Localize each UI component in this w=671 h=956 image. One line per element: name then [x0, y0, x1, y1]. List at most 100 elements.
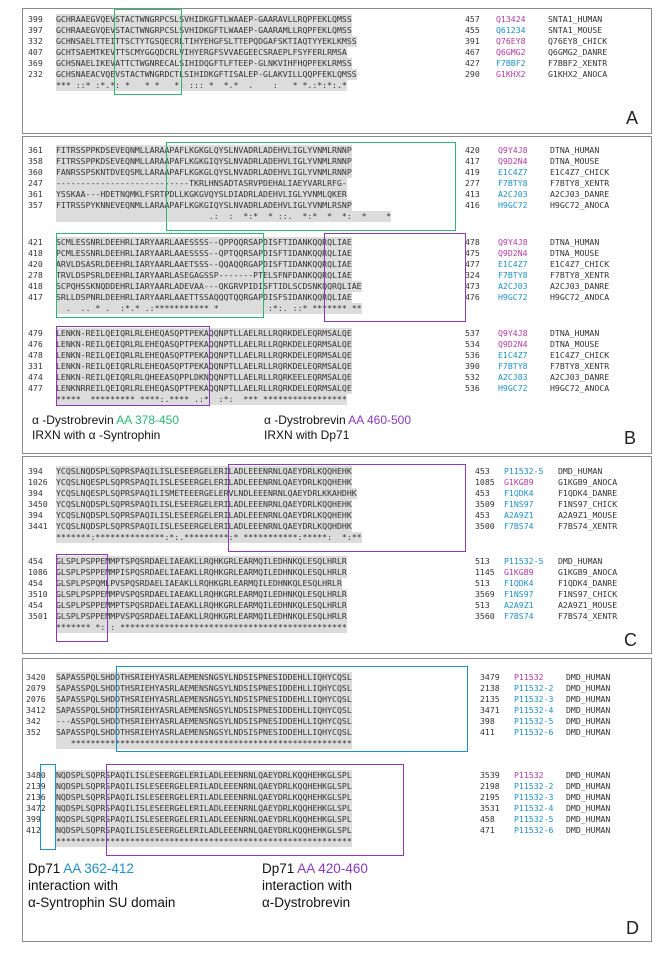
accession-link[interactable]: P11532-5 — [504, 556, 544, 566]
seq-residues: FITRSSPYKNNEVEQNMLLARAAPAFLKGKGIQYSLNVAD… — [56, 200, 352, 211]
seq-residues: GCHSNAEACVQEVSTACTWNGRDCTLSIHIDKGFTISALE… — [56, 69, 357, 80]
sequence-name: DTNA_MOUSE — [550, 339, 600, 349]
accession-link[interactable]: P11532-2 — [514, 781, 554, 791]
accession-link[interactable]: P11532-3 — [514, 694, 554, 704]
seq-residues: SAPASSPQLSHDDTHSRIEHYASRLAEMENSNGSYLNDSI… — [56, 672, 352, 683]
accession-link[interactable]: G1KGB9 — [504, 477, 534, 487]
accession-link[interactable]: Q9D2N4 — [498, 248, 528, 258]
accession-link[interactable]: P11532-3 — [514, 792, 554, 802]
accession-link[interactable]: P11532 — [514, 770, 544, 780]
seq-end: 1145 — [475, 567, 495, 577]
accession-link[interactable]: E1C4Z7 — [498, 350, 528, 360]
seq-residues: FITRSSPPKDSEVEQNMLLARAAPAFLKGKGLQYSLNVAD… — [56, 145, 352, 156]
seq-end: 3539 — [480, 770, 500, 780]
accession-link[interactable]: F7BTY8 — [498, 178, 528, 188]
seq-start: 417 — [28, 292, 43, 302]
seq-residues: LENKN-REILQEIQRLRLEHEQASQPTPEKAQQNPTLLAE… — [56, 328, 352, 339]
accession-link[interactable]: Q6GMG2 — [496, 47, 526, 57]
sequence-name: F7BTY8_XENTR — [550, 270, 610, 280]
sequence-name: DMD_HUMAN — [566, 825, 611, 835]
seq-start: 358 — [28, 156, 43, 166]
consensus-symbols: ****************************************… — [56, 738, 352, 749]
sequence-name: DMD_HUMAN — [566, 792, 611, 802]
accession-link[interactable]: P11532-4 — [514, 705, 554, 715]
accession-link[interactable]: A2A9Z1 — [504, 510, 534, 520]
seq-start: 412 — [26, 825, 41, 835]
panel-letter-d: D — [626, 918, 639, 938]
seq-end: 3479 — [480, 672, 500, 682]
accession-link[interactable]: G1KGB9 — [504, 567, 534, 577]
accession-link[interactable]: P11532-5 — [504, 466, 544, 476]
panel-letter-a: A — [626, 108, 639, 128]
accession-link[interactable]: P11532-5 — [514, 814, 554, 824]
accession-link[interactable]: A2CJ03 — [498, 281, 528, 291]
accession-link[interactable]: F1QDK4 — [504, 578, 534, 588]
consensus-symbols: *** ::* :*.*: * * * *: ::: * *.* . : * *… — [56, 80, 347, 91]
sequence-name: DMD_HUMAN — [566, 683, 611, 693]
accession-link[interactable]: Q9D2N4 — [498, 156, 528, 166]
sequence-name: A2A9Z1_MOUSE — [558, 510, 618, 520]
accession-link[interactable]: Q9Y4J8 — [498, 237, 528, 247]
accession-link[interactable]: Q9Y4J8 — [498, 145, 528, 155]
accession-link[interactable]: G1KHX2 — [496, 69, 526, 79]
seq-end: 532 — [465, 372, 480, 382]
accession-link[interactable]: F7BS74 — [504, 521, 534, 531]
accession-link[interactable]: H9GC72 — [498, 292, 528, 302]
accession-link[interactable]: F7BBF2 — [496, 58, 526, 68]
sequence-name: G1KGB9_ANOCA — [558, 567, 618, 577]
accession-link[interactable]: F7BS74 — [504, 611, 534, 621]
seq-end: 3471 — [480, 705, 500, 715]
accession-link[interactable]: Q9D2N4 — [498, 339, 528, 349]
sequence-name: DMD_HUMAN — [566, 705, 611, 715]
accession-link[interactable]: A2CJ03 — [498, 189, 528, 199]
sequence-name: F7BS74_XENTR — [558, 611, 618, 621]
accession-link[interactable]: H9GC72 — [498, 383, 528, 393]
seq-end: 2195 — [480, 792, 500, 802]
seq-end: 390 — [465, 361, 480, 371]
accession-link[interactable]: P11532-5 — [514, 716, 554, 726]
seq-end: 534 — [465, 339, 480, 349]
accession-link[interactable]: Q9Y4J8 — [498, 328, 528, 338]
accession-link[interactable]: F1NS97 — [504, 589, 534, 599]
sequence-name: DTNA_HUMAN — [550, 328, 600, 338]
accession-link[interactable]: P11532-4 — [514, 803, 554, 813]
seq-end: 2198 — [480, 781, 500, 791]
sequence-name: A2CJ03_DANRE — [550, 189, 610, 199]
accession-link[interactable]: A2A9Z1 — [504, 600, 534, 610]
accession-link[interactable]: E1C4Z7 — [498, 167, 528, 177]
seq-start: 2139 — [26, 781, 46, 791]
accession-link[interactable]: A2CJ03 — [498, 372, 528, 382]
seq-end: 416 — [465, 200, 480, 210]
seq-end: 411 — [480, 727, 495, 737]
accession-link[interactable]: Q13424 — [496, 14, 526, 24]
seq-end: 391 — [465, 36, 480, 46]
accession-link[interactable]: P11532-6 — [514, 825, 554, 835]
accession-link[interactable]: F7BTY8 — [498, 270, 528, 280]
legend-d-left-line2: interaction with — [28, 878, 119, 893]
legend-d-left-prefix: Dp71 — [28, 861, 64, 876]
accession-link[interactable]: Q76EY8 — [496, 36, 526, 46]
sequence-name: A2CJ03_DANRE — [550, 372, 610, 382]
accession-link[interactable]: Q61234 — [496, 25, 526, 35]
accession-link[interactable]: F1NS97 — [504, 499, 534, 509]
consensus-symbols: ****************************************… — [56, 836, 352, 847]
accession-link[interactable]: F7BTY8 — [498, 361, 528, 371]
accession-link[interactable]: F1QDK4 — [504, 488, 534, 498]
sequence-name: E1C4Z7_CHICK — [550, 167, 610, 177]
seq-end: 473 — [465, 281, 480, 291]
box-b-green-1 — [166, 142, 456, 231]
seq-residues: GLSPLPSPPEMMPTSPQSRDAELIAEAKLLRQHKGRLEAR… — [56, 600, 347, 611]
box-b-green-2 — [56, 233, 264, 318]
seq-start: 2079 — [26, 683, 46, 693]
seq-start: 3450 — [28, 499, 48, 509]
accession-link[interactable]: H9GC72 — [498, 200, 528, 210]
sequence-name: E1C4Z7_CHICK — [550, 350, 610, 360]
accession-link[interactable]: P11532 — [514, 672, 544, 682]
accession-link[interactable]: E1C4Z7 — [498, 259, 528, 269]
seq-end: 3560 — [475, 611, 495, 621]
accession-link[interactable]: P11532-6 — [514, 727, 554, 737]
legend-d-right-line2: interaction with — [262, 878, 353, 893]
seq-residues: SAPASSPQLSHDDTHSRIEHYASRLAEMENSNGSYLNDSI… — [56, 705, 352, 716]
seq-start: 3420 — [26, 672, 46, 682]
accession-link[interactable]: P11532-2 — [514, 683, 554, 693]
